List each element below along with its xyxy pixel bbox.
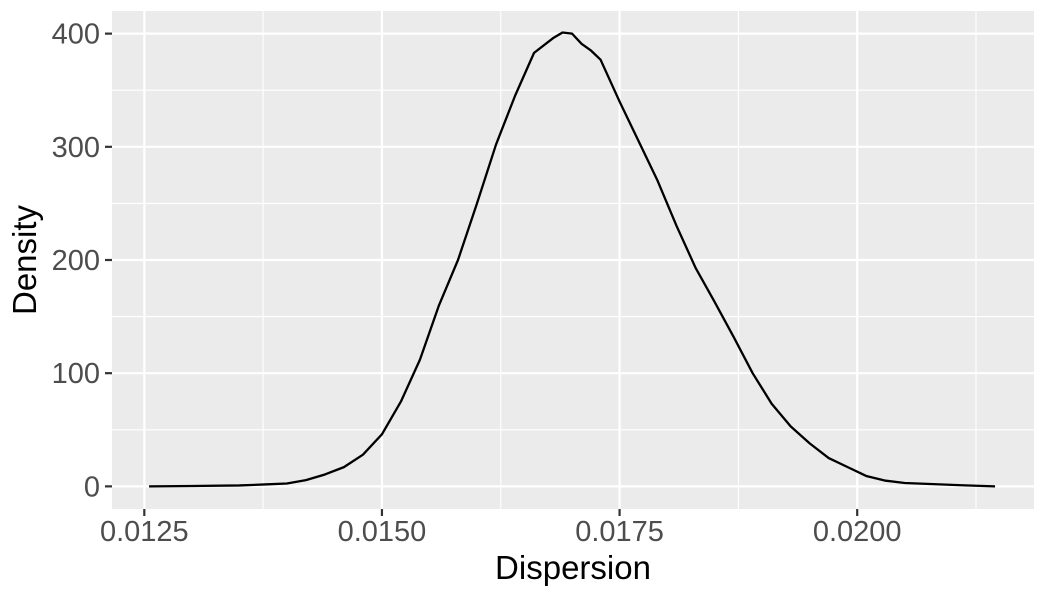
y-tick-label: 300 [52,132,100,164]
y-tick-label: 100 [52,358,100,390]
y-tick-label: 200 [52,245,100,277]
x-axis-title: Dispersion [495,549,651,586]
x-tick-label: 0.0175 [575,516,664,548]
x-tick-label: 0.0125 [100,516,189,548]
x-tick-labels: 0.0125 0.0150 0.0175 0.0200 [100,516,902,548]
x-tick-label: 0.0200 [813,516,902,548]
y-tick-labels: 0 100 200 300 400 [52,19,100,504]
x-tick-label: 0.0150 [338,516,427,548]
axis-ticks [105,32,859,516]
y-axis-title: Density [6,204,43,315]
y-tick-label: 400 [52,19,100,51]
density-curve [149,31,996,488]
major-gridlines [112,11,1034,509]
y-tick-label: 0 [84,471,100,503]
